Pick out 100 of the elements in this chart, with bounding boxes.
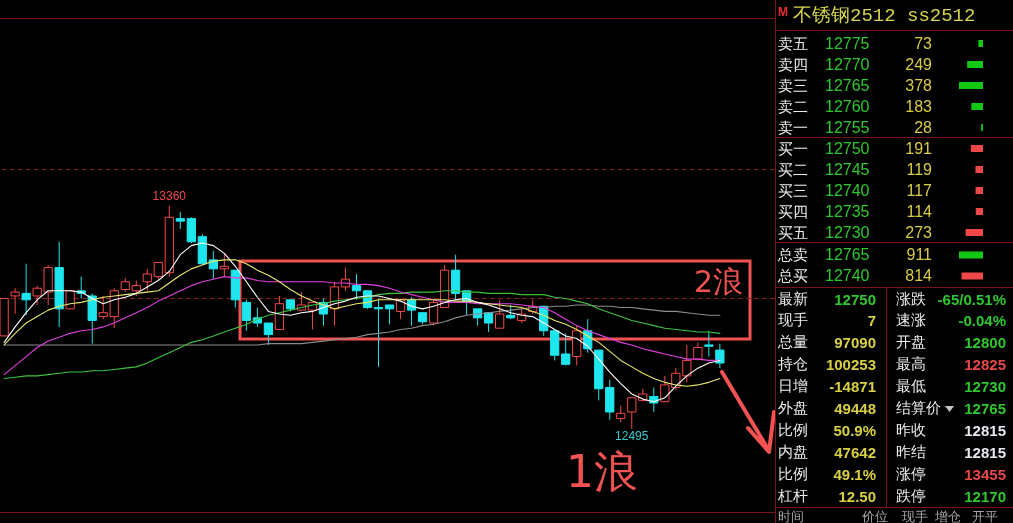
- candlestick: [561, 332, 571, 367]
- y-tick-label: 买四: [778, 202, 808, 220]
- text: 12740: [825, 181, 870, 199]
- candlestick: [186, 216, 196, 244]
- y-tick-label: 卖二: [778, 97, 808, 115]
- text: 12815: [964, 443, 1006, 461]
- data-label: 73: [914, 34, 932, 52]
- text: 12760: [825, 97, 870, 115]
- category-label: 跌停: [896, 486, 926, 505]
- text: 49.1%: [833, 465, 876, 483]
- candlestick: [428, 299, 439, 327]
- y-tick-label: 卖一: [778, 118, 808, 136]
- text: 12170: [964, 487, 1006, 505]
- text: M: [778, 5, 788, 19]
- chart-title: 不锈钢2512 ss2512: [793, 4, 976, 27]
- y-tick-label: 卖三: [778, 76, 808, 94]
- text: 增仓: [935, 508, 961, 523]
- data-label: 911: [906, 246, 932, 263]
- data-label: 273: [905, 223, 932, 241]
- y-tick-label: 卖五: [778, 34, 808, 52]
- category-label: 日增: [778, 376, 808, 395]
- y-tick-label: 买二: [778, 160, 808, 178]
- text: -65/0.51%: [937, 290, 1006, 307]
- bar: [978, 40, 983, 47]
- text: -0.04%: [958, 311, 1006, 329]
- data-label: 119: [906, 160, 932, 178]
- category-label: 最低: [896, 376, 926, 395]
- text: 12745: [825, 160, 870, 178]
- candlestick: [450, 254, 461, 301]
- annotation: 12495: [615, 428, 649, 443]
- text: 12730: [964, 377, 1006, 395]
- y-tick-label: 买一: [778, 139, 808, 157]
- text: 97090: [834, 333, 876, 351]
- data-label: 249: [905, 55, 932, 73]
- text: 12775: [825, 34, 870, 52]
- category-label: 总量: [778, 332, 808, 351]
- category-label: 涨停: [896, 464, 926, 483]
- category-label: 比例: [778, 420, 808, 439]
- annotation: 2浪: [694, 264, 744, 299]
- text: 现手: [902, 508, 928, 523]
- text: 13455: [964, 465, 1006, 483]
- y-tick-label: 买五: [778, 223, 808, 241]
- category-label: 开盘: [896, 332, 926, 351]
- text: 12750: [825, 139, 870, 157]
- category-label: 内盘: [778, 442, 808, 461]
- candlestick: [21, 263, 31, 316]
- bar: [967, 61, 983, 68]
- category-label: 昨收: [896, 420, 926, 439]
- candlestick: [704, 330, 714, 358]
- text: 7: [867, 311, 876, 329]
- candlestick: [241, 299, 252, 332]
- text: 12825: [964, 355, 1006, 373]
- candlestick: [373, 298, 384, 368]
- category-label: 速涨: [896, 310, 926, 329]
- text: 开平: [972, 508, 998, 523]
- category-label: 杠杆: [778, 486, 808, 505]
- text: 47642: [834, 443, 876, 461]
- bar: [975, 208, 983, 215]
- data-label: 117: [906, 181, 932, 199]
- text: 100253: [825, 355, 876, 373]
- bar: [970, 145, 983, 152]
- bar: [959, 82, 983, 89]
- text: 12765: [825, 76, 870, 94]
- candlestick: [142, 268, 152, 292]
- text: 50.9%: [833, 421, 876, 439]
- candlestick: [384, 304, 395, 325]
- text: 12750: [834, 290, 876, 307]
- text: -14871: [829, 377, 876, 395]
- candlestick: [715, 343, 725, 369]
- bar: [975, 166, 983, 173]
- text: 12730: [825, 223, 870, 241]
- text: 12765: [825, 246, 870, 263]
- category-label: 涨跌: [896, 289, 926, 307]
- candlestick: [495, 299, 505, 329]
- y-tick-label: 买三: [778, 181, 808, 199]
- category-label: 结算价: [896, 398, 941, 417]
- category-label: 现手: [778, 310, 808, 329]
- annotation: 13360: [152, 188, 187, 203]
- y-tick-label: 卖四: [778, 55, 808, 73]
- data-label: 183: [905, 97, 932, 115]
- category-label: 比例: [778, 464, 808, 483]
- category-label: 昨结: [896, 442, 926, 461]
- text: 时间: [778, 508, 804, 523]
- candlestick: [263, 322, 274, 346]
- candlestick: [351, 273, 362, 301]
- candlestick: [219, 252, 229, 278]
- data-label: 191: [905, 139, 932, 157]
- data-label: 114: [906, 202, 932, 220]
- bar: [965, 229, 983, 236]
- y-tick-label: 总卖: [778, 245, 808, 264]
- candlestick: [10, 287, 20, 315]
- category-label: 最新: [778, 289, 808, 307]
- text: 12765: [964, 399, 1006, 417]
- annotation: 1浪: [566, 446, 638, 497]
- category-label: 最高: [896, 354, 926, 373]
- text: 12800: [964, 333, 1006, 351]
- category-label: 持仓: [778, 354, 808, 373]
- y-tick-label: 总买: [778, 266, 808, 285]
- bar: [971, 103, 983, 110]
- text: 12740: [825, 267, 870, 284]
